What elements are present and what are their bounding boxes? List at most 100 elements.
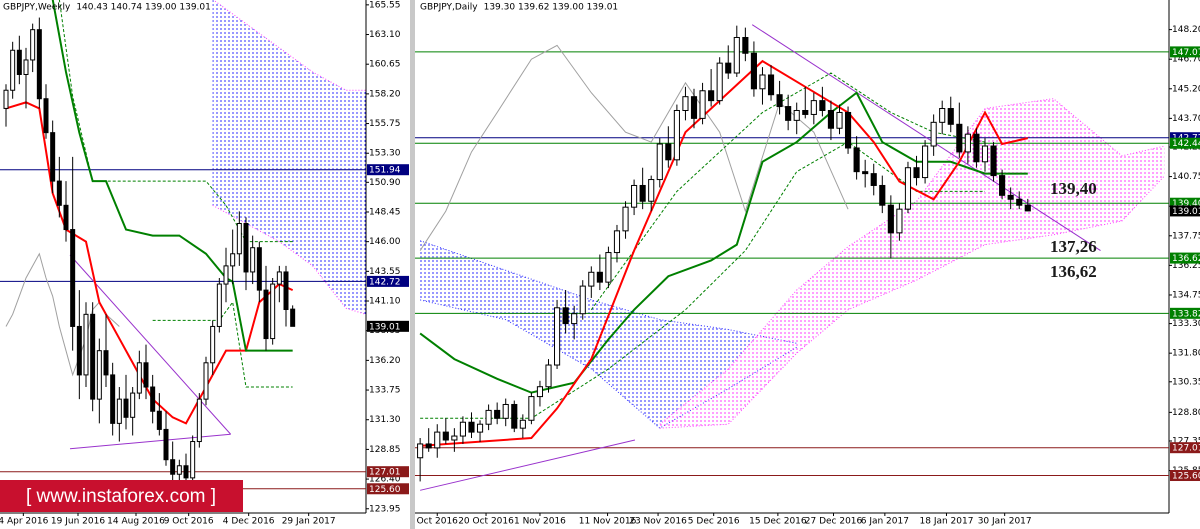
candle-body: [10, 49, 16, 91]
candle-body: [143, 362, 149, 388]
candle-body: [223, 265, 229, 285]
y-tick-label: 148.20: [1172, 25, 1200, 35]
candle-body: [236, 222, 242, 255]
candle-body: [263, 289, 269, 340]
candle-body: [283, 271, 289, 310]
y-tick-label: 128.85: [369, 445, 401, 455]
y-tick-label: 153.30: [369, 149, 401, 159]
candle-body: [939, 108, 946, 123]
candle-body: [810, 100, 817, 115]
candle-body: [103, 350, 109, 376]
candle-body: [819, 100, 826, 111]
candle-body: [290, 308, 296, 327]
level-label-box: [367, 164, 409, 176]
candle-body: [596, 271, 603, 283]
level-label: 125.60: [1172, 472, 1200, 482]
candle-body: [170, 459, 176, 475]
level-label: 151.94: [369, 166, 401, 176]
x-tick-label: 11 Nov 2016: [579, 517, 637, 527]
x-tick-label: 20 Oct 2016: [458, 517, 514, 527]
candle-body: [545, 364, 552, 388]
level-label-box: [1170, 46, 1200, 58]
candle-body: [485, 409, 492, 425]
indicator-line: [152, 300, 293, 388]
candle-body: [673, 109, 680, 161]
candle-body: [656, 143, 663, 181]
y-tick-label: 148.45: [369, 207, 401, 217]
level-label-box: [1170, 132, 1200, 144]
candle-body: [964, 133, 971, 153]
candle-body: [216, 283, 222, 327]
candle-body: [190, 441, 196, 479]
cloud-edge: [659, 98, 1165, 425]
x-tick-label: 23 Nov 2016: [629, 517, 687, 527]
chart-title: GBPJPY,Daily: [420, 3, 478, 13]
candle-body: [613, 230, 621, 254]
y-tick-label: 146.00: [369, 237, 401, 247]
y-tick-label: 145.20: [1172, 84, 1200, 94]
candle-body: [451, 435, 458, 441]
x-tick-label: 9 Oct 2016: [164, 517, 214, 527]
candle-body: [90, 313, 96, 400]
candle-body: [536, 386, 544, 398]
x-tick-label: 15 Dec 2016: [749, 517, 807, 527]
level-label-box: [1170, 137, 1200, 149]
y-tick-label: 134.75: [1172, 290, 1200, 300]
candle-body: [36, 29, 42, 100]
candle-body: [708, 90, 715, 102]
x-tick-label: 6 Jan 2017: [861, 517, 909, 527]
candle-body: [156, 410, 162, 430]
level-label-box: [1170, 197, 1200, 209]
y-tick-label: 143.70: [1172, 114, 1200, 124]
candle-body: [130, 392, 136, 418]
candle-body: [571, 313, 578, 325]
candle-body: [176, 465, 182, 475]
y-tick-label: 126.40: [369, 475, 401, 485]
y-tick-label: 136.20: [369, 356, 401, 366]
candle-body: [922, 145, 929, 179]
candle-body: [1016, 198, 1023, 206]
y-tick-label: 143.55: [369, 267, 401, 277]
plot-area: [0, 0, 366, 503]
x-tick-label: 29 Jan 2017: [282, 517, 336, 527]
level-label: 147.07: [1172, 48, 1200, 58]
level-label: 125.60: [369, 485, 401, 495]
candle-body: [83, 313, 89, 376]
candle-body: [802, 109, 809, 115]
candle-body: [699, 90, 706, 119]
candle-body: [682, 96, 689, 111]
candle-body: [973, 133, 980, 163]
candle-body: [725, 62, 732, 74]
y-tick-label: 158.20: [369, 89, 401, 99]
candle-body: [30, 29, 36, 61]
candle-body: [136, 362, 142, 394]
level-label-box: [367, 466, 409, 478]
candle-body: [947, 108, 954, 125]
candle-body: [183, 465, 189, 479]
y-tick-label: 165.55: [369, 0, 401, 10]
candle-body: [639, 184, 646, 202]
ichimoku-cloud: [420, 240, 797, 429]
y-tick-label: 131.80: [1172, 349, 1200, 359]
candle-body: [844, 111, 852, 149]
level-label: 136.62: [1172, 254, 1200, 264]
candle-body: [502, 403, 509, 419]
candle-body: [793, 109, 800, 121]
candle-body: [562, 307, 569, 325]
candle-body: [196, 398, 202, 443]
trendline: [751, 24, 1101, 252]
candle-body: [981, 145, 989, 163]
candle-body: [913, 167, 920, 179]
cloud-edge: [419, 240, 797, 344]
trendline: [69, 254, 232, 435]
chart-title: GBPJPY,Weekly: [3, 3, 71, 13]
plot-area: [415, 24, 1169, 491]
candle-body: [163, 428, 169, 461]
candle-body: [50, 132, 56, 182]
candle-body: [23, 59, 29, 75]
candle-body: [276, 271, 282, 285]
candle-body: [1007, 194, 1014, 200]
level-label-box: [1170, 205, 1200, 217]
watermark: [ www.instaforex.com ]: [0, 480, 243, 512]
